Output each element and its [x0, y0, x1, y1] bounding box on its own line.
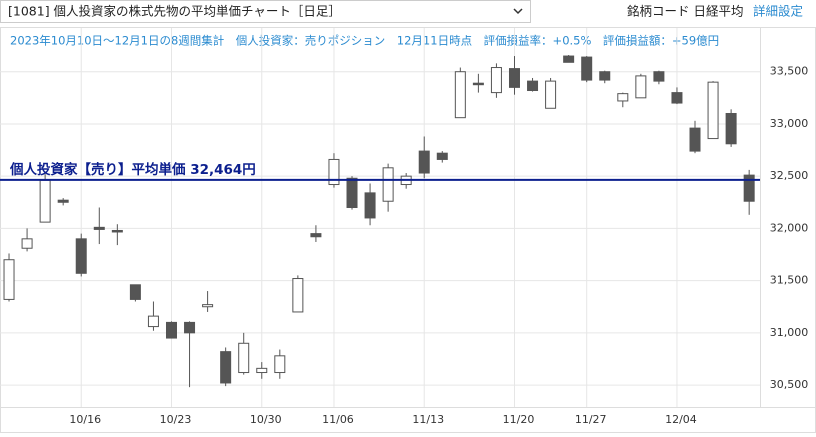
candle-body	[220, 351, 232, 384]
candle-body	[418, 150, 430, 174]
candle-body	[545, 80, 557, 109]
candle-body	[689, 127, 701, 152]
candle-body	[310, 233, 322, 238]
candle-body	[382, 167, 394, 202]
x-tick-label: 12/04	[665, 413, 697, 426]
candle-body	[527, 80, 539, 92]
candle-body	[671, 92, 683, 104]
candle-body	[563, 55, 575, 63]
settings-link[interactable]: 詳細設定	[753, 4, 803, 19]
candle-body	[508, 68, 520, 88]
candle-body	[472, 82, 484, 86]
candle-body	[617, 93, 629, 102]
candle-body	[147, 315, 159, 328]
y-tick-label: 31,000	[770, 326, 809, 339]
candle-body	[93, 226, 105, 230]
x-tick-label: 11/06	[322, 413, 354, 426]
average-price-label: 個人投資家【売り】平均単価 32,464円	[9, 161, 256, 178]
x-tick-label: 10/16	[69, 413, 101, 426]
candle-body	[3, 259, 15, 300]
dropdown-chevron	[513, 8, 523, 15]
candle-body	[165, 321, 177, 339]
candle-body	[21, 238, 33, 249]
candle-body	[707, 81, 719, 140]
x-tick-label: 10/23	[160, 413, 192, 426]
candle-body	[39, 179, 51, 223]
chart-title: [1081] 個人投資家の株式先物の平均単価チャート［日足］	[8, 4, 341, 19]
candle-body	[581, 56, 593, 81]
x-tick-label: 10/30	[250, 413, 282, 426]
candle-body	[454, 71, 466, 119]
candle-body	[364, 192, 376, 219]
candle-body	[238, 342, 250, 374]
candle-body	[599, 71, 611, 81]
x-tick-label: 11/13	[412, 413, 444, 426]
candle-body	[292, 278, 304, 313]
candle-body	[346, 177, 358, 208]
code-label: 銘柄コード 日経平均	[627, 4, 743, 19]
candle-body	[111, 229, 123, 233]
y-tick-label: 32,000	[770, 221, 809, 234]
y-tick-label: 30,500	[770, 378, 809, 391]
candle-body	[129, 284, 141, 300]
candle-body	[328, 158, 340, 186]
candle-body	[743, 174, 755, 202]
candle-body	[57, 199, 69, 203]
candle-body	[184, 321, 196, 334]
chart-select[interactable]	[0, 0, 531, 23]
candle-body	[436, 152, 448, 160]
y-tick-label: 33,000	[770, 117, 809, 130]
chart-subtitle: 2023年10月10日～12月1日の8週間集計 個人投資家：売りポジション 12…	[10, 34, 719, 48]
candle-body	[653, 71, 665, 82]
candle-body	[725, 112, 737, 145]
candle-body	[202, 304, 214, 308]
candle-body	[274, 355, 286, 374]
x-tick-label: 11/27	[575, 413, 607, 426]
candle-body	[75, 238, 87, 274]
y-tick-label: 32,500	[770, 169, 809, 182]
candle-body	[256, 367, 268, 374]
y-tick-label: 33,500	[770, 65, 809, 78]
y-tick-label: 31,500	[770, 274, 809, 287]
candle-body	[635, 75, 647, 99]
x-tick-label: 11/20	[503, 413, 535, 426]
candle-body	[490, 67, 502, 94]
